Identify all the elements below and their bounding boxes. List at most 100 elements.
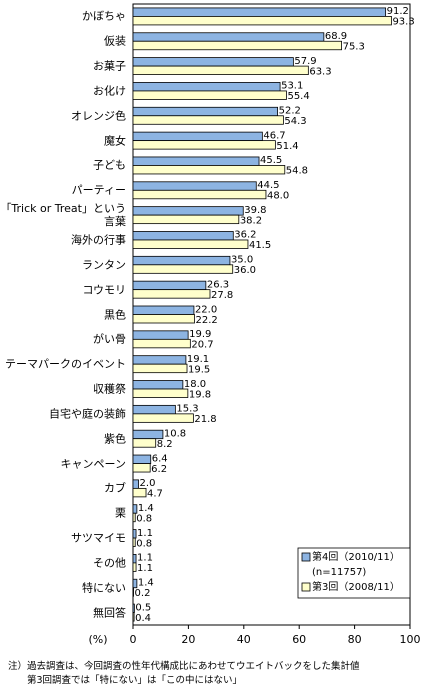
bar bbox=[132, 479, 139, 489]
bar bbox=[132, 140, 276, 150]
bar bbox=[132, 305, 195, 315]
value-label: 1.1 bbox=[137, 563, 153, 574]
value-label: 21.8 bbox=[194, 414, 216, 425]
bar bbox=[132, 65, 309, 75]
category-label: お菓子 bbox=[93, 59, 126, 73]
value-label: 2.0 bbox=[140, 478, 156, 489]
legend-box bbox=[297, 547, 411, 599]
legend-swatch bbox=[301, 582, 311, 592]
bar bbox=[132, 529, 137, 539]
bar bbox=[132, 181, 257, 191]
category-label: 仮装 bbox=[104, 34, 126, 48]
value-label: 0.2 bbox=[135, 588, 151, 599]
value-label: 0.8 bbox=[136, 513, 152, 524]
value-label: 93.3 bbox=[392, 17, 414, 28]
footnote: 注）過去調査は、今回調査の性年代構成比にあわせてウエイトバックをした集計値 bbox=[8, 661, 360, 672]
bar bbox=[132, 380, 184, 390]
bar bbox=[132, 165, 286, 175]
bar bbox=[132, 330, 189, 340]
value-label: 54.3 bbox=[284, 116, 306, 127]
bar bbox=[132, 16, 392, 26]
value-label: 36.0 bbox=[234, 265, 256, 276]
bar bbox=[132, 189, 267, 200]
value-label: 91.2 bbox=[387, 6, 409, 17]
value-label: 6.4 bbox=[152, 453, 168, 464]
category-label: かぼちゃ bbox=[82, 9, 126, 23]
category-label: サツマイモ bbox=[71, 531, 126, 545]
value-label: 63.3 bbox=[309, 66, 331, 77]
bar bbox=[132, 131, 263, 142]
category-label: 特にない bbox=[82, 581, 126, 595]
category-label: オレンジ色 bbox=[71, 109, 126, 123]
bar bbox=[132, 363, 188, 374]
bar bbox=[132, 413, 194, 423]
x-tick-label: 0 bbox=[130, 633, 137, 646]
value-label: 4.7 bbox=[147, 489, 163, 500]
bar bbox=[132, 454, 152, 464]
category-label: 子ども bbox=[93, 158, 126, 172]
bar bbox=[132, 587, 134, 597]
value-label: 19.1 bbox=[187, 354, 209, 365]
bar bbox=[132, 231, 234, 241]
value-label: 0.5 bbox=[135, 602, 151, 613]
x-tick-label: 60 bbox=[292, 633, 306, 646]
bar bbox=[132, 57, 294, 67]
value-label: 48.0 bbox=[267, 191, 289, 202]
value-label: 18.0 bbox=[184, 379, 206, 390]
category-label: テーマパークのイベント bbox=[5, 357, 126, 371]
category-label: パーティー bbox=[71, 183, 126, 197]
value-label: 75.3 bbox=[343, 42, 365, 53]
value-label: 19.5 bbox=[188, 364, 210, 375]
value-label: 26.3 bbox=[207, 279, 229, 290]
bar bbox=[132, 90, 287, 100]
bar bbox=[132, 603, 135, 613]
value-label: 39.8 bbox=[244, 205, 266, 216]
bar bbox=[132, 512, 136, 523]
bar bbox=[132, 239, 249, 249]
bar bbox=[132, 612, 135, 622]
bar bbox=[132, 429, 164, 440]
category-label: 無回答 bbox=[93, 606, 126, 620]
bar bbox=[132, 463, 151, 473]
value-label: 46.7 bbox=[263, 130, 285, 141]
bar bbox=[132, 554, 137, 564]
value-label: 45.5 bbox=[260, 155, 282, 166]
value-label: 35.0 bbox=[231, 255, 253, 266]
category-label: 収穫祭 bbox=[93, 382, 126, 396]
value-label: 1.4 bbox=[138, 577, 154, 588]
category-label: 魔女 bbox=[104, 134, 126, 148]
bar bbox=[132, 578, 138, 589]
value-label: 1.1 bbox=[137, 528, 153, 539]
category-label: ランタン bbox=[82, 258, 126, 272]
category-label: 「Trick or Treat」という 言葉 bbox=[0, 202, 126, 229]
value-label: 8.2 bbox=[157, 439, 173, 450]
value-label: 0.4 bbox=[135, 613, 151, 624]
category-label: カブ bbox=[104, 481, 126, 495]
bar bbox=[132, 314, 195, 324]
value-label: 68.9 bbox=[325, 31, 347, 42]
footnote: 第3回調査では「特にない」は「この中にはない」 bbox=[8, 675, 243, 686]
category-label: コウモリ bbox=[82, 283, 126, 297]
x-tick-label: 100 bbox=[400, 633, 421, 646]
value-label: 1.4 bbox=[138, 503, 154, 514]
bar bbox=[132, 156, 260, 166]
value-label: 10.8 bbox=[164, 428, 186, 439]
x-axis-label: (%) bbox=[88, 633, 107, 646]
category-label: キャンペーン bbox=[60, 457, 126, 471]
bar bbox=[132, 438, 157, 448]
value-label: 57.9 bbox=[294, 56, 316, 67]
value-label: 22.0 bbox=[195, 304, 217, 315]
bar bbox=[132, 115, 284, 125]
value-label: 15.3 bbox=[176, 404, 198, 415]
value-label: 53.1 bbox=[281, 81, 303, 92]
value-label: 55.4 bbox=[287, 91, 309, 102]
value-label: 54.8 bbox=[286, 166, 308, 177]
bar bbox=[132, 106, 278, 117]
category-label: 海外の行事 bbox=[71, 233, 126, 247]
legend-note: (n=11757) bbox=[312, 567, 366, 578]
bar bbox=[132, 280, 207, 291]
value-label: 20.7 bbox=[191, 340, 213, 351]
x-tick-label: 80 bbox=[348, 633, 362, 646]
category-label: 自宅や庭の装飾 bbox=[49, 407, 126, 421]
